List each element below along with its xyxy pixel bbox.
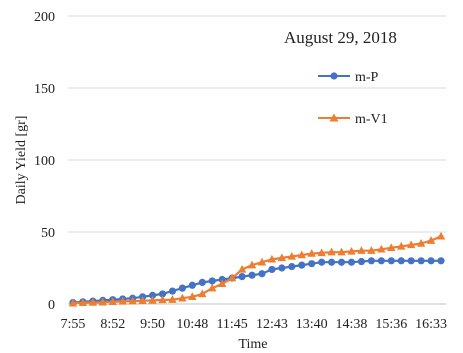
data-point-m-v1 <box>188 292 197 300</box>
data-point-m-p <box>258 270 266 278</box>
data-point-m-p <box>437 257 445 265</box>
data-point-m-p <box>158 290 167 298</box>
data-point-m-v1 <box>436 231 446 240</box>
data-point-m-p <box>288 262 296 271</box>
data-point-m-v1 <box>297 250 306 259</box>
data-point-m-v1 <box>247 260 257 269</box>
data-point-m-p <box>168 287 177 295</box>
y-tick-label: 50 <box>41 226 55 241</box>
data-point-m-v1 <box>208 283 217 292</box>
data-point-m-v1 <box>406 240 416 249</box>
legend-marker-m-v1 <box>329 113 339 122</box>
data-point-m-v1 <box>397 241 406 250</box>
data-point-m-p <box>198 278 206 286</box>
x-tick-label: 13:40 <box>296 317 328 332</box>
data-point-m-v1 <box>287 251 297 260</box>
x-tick-label: 15:36 <box>375 317 407 332</box>
data-point-m-p <box>417 257 425 265</box>
data-point-m-v1 <box>387 243 396 252</box>
series-layer <box>68 231 446 307</box>
data-point-m-p <box>148 291 157 299</box>
data-point-m-v1 <box>98 297 108 306</box>
data-point-m-v1 <box>307 249 316 257</box>
data-point-m-p <box>238 273 246 281</box>
data-point-m-v1 <box>118 296 127 305</box>
data-point-m-p <box>248 271 256 279</box>
data-point-m-v1 <box>347 246 356 255</box>
x-axis-title: Time <box>238 337 267 352</box>
data-point-m-p <box>208 277 216 285</box>
x-axis-ticks: 7:55 8:52 9:50 10:48 11:45 12:43 13:40 14:38 15:… <box>61 317 447 332</box>
data-point-m-v1 <box>158 295 167 304</box>
y-tick-label: 200 <box>34 10 55 25</box>
data-point-m-v1 <box>68 298 78 307</box>
legend-label-m-v1: m-V1 <box>355 112 388 127</box>
y-axis-title: Daily Yield [gr] <box>14 116 29 205</box>
data-point-m-v1 <box>78 298 88 307</box>
legend-item-m-p: m-P <box>318 70 379 85</box>
y-tick-label: 100 <box>34 154 55 169</box>
data-point-m-v1 <box>317 248 326 257</box>
data-point-m-v1 <box>237 264 247 273</box>
gridlines <box>68 15 446 233</box>
y-axis-ticks: 0 50 100 150 200 <box>34 10 55 313</box>
data-point-m-p <box>387 257 395 265</box>
legend-label-m-p: m-P <box>355 70 379 85</box>
x-tick-label: 10:48 <box>176 317 208 332</box>
data-point-m-p <box>367 257 375 265</box>
data-point-m-p <box>178 284 186 292</box>
data-point-m-p <box>377 257 385 265</box>
x-tick-label: 12:43 <box>256 317 288 332</box>
data-point-m-v1 <box>327 247 336 256</box>
x-tick-label: 8:52 <box>100 317 125 332</box>
data-point-m-v1 <box>227 273 237 282</box>
chart-annotation: August 29, 2018 <box>284 28 397 47</box>
x-tick-label: 11:45 <box>216 317 247 332</box>
data-point-m-v1 <box>377 244 386 253</box>
data-point-m-v1 <box>138 296 147 305</box>
data-point-m-v1 <box>88 298 98 306</box>
x-tick-label: 7:55 <box>61 317 86 332</box>
data-point-m-v1 <box>178 293 187 302</box>
data-point-m-p <box>357 257 366 266</box>
data-point-m-v1 <box>337 247 346 256</box>
data-point-m-p <box>278 264 286 272</box>
data-point-m-v1 <box>148 295 157 304</box>
data-point-m-v1 <box>128 296 137 305</box>
data-point-m-p <box>347 258 356 266</box>
data-point-m-p <box>298 261 306 269</box>
data-point-m-p <box>407 257 415 265</box>
data-point-m-p <box>268 265 276 274</box>
y-tick-label: 150 <box>34 82 55 97</box>
data-point-m-p <box>188 281 196 289</box>
data-point-m-v1 <box>357 246 366 254</box>
data-point-m-v1 <box>277 253 287 262</box>
data-point-m-p <box>397 257 405 265</box>
data-point-m-v1 <box>426 236 436 244</box>
x-tick-label: 16:33 <box>415 317 447 332</box>
data-point-m-p <box>328 258 336 266</box>
data-point-m-p <box>318 258 326 266</box>
data-point-m-v1 <box>217 279 227 288</box>
legend-marker-m-p <box>330 72 338 80</box>
data-point-m-v1 <box>198 289 207 298</box>
y-tick-label: 0 <box>48 298 55 313</box>
legend-item-m-v1: m-V1 <box>318 112 388 127</box>
series-m-v1 <box>68 231 446 307</box>
data-point-m-v1 <box>367 246 376 254</box>
data-point-m-p <box>308 260 316 268</box>
data-point-m-p <box>427 257 435 265</box>
legend: m-P m-V1 <box>318 70 388 127</box>
data-point-m-v1 <box>257 257 267 266</box>
data-point-m-v1 <box>108 297 117 306</box>
data-point-m-p <box>337 258 346 266</box>
x-tick-label: 14:38 <box>336 317 368 332</box>
data-point-m-v1 <box>267 254 277 263</box>
data-point-m-v1 <box>168 295 177 303</box>
data-point-m-v1 <box>416 239 426 247</box>
x-tick-label: 9:50 <box>140 317 165 332</box>
